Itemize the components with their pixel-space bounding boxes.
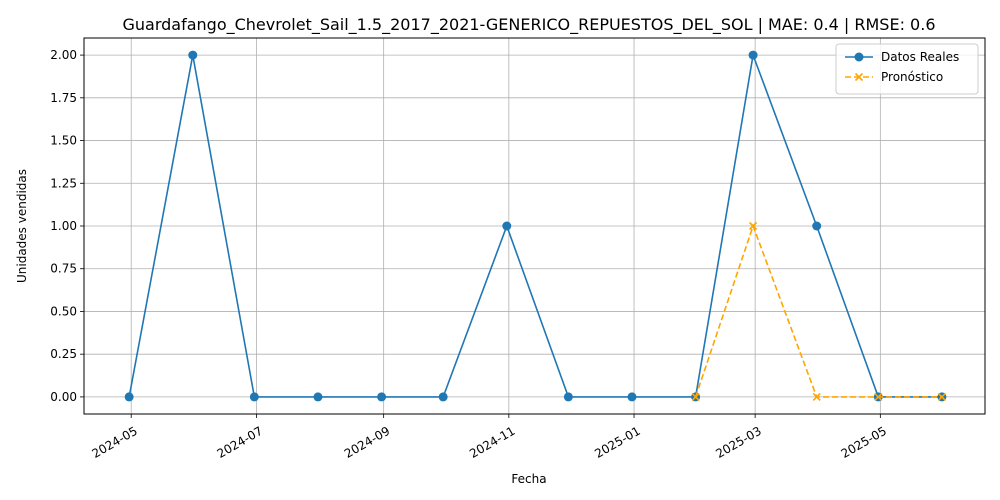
legend-marker-1 xyxy=(854,52,864,62)
y-tick-label: 0.25 xyxy=(50,347,77,361)
y-tick-label: 0.75 xyxy=(50,262,77,276)
x-tick-label: 2024-09 xyxy=(342,424,392,461)
marker-stroke xyxy=(854,72,864,82)
series-line-1 xyxy=(128,52,942,398)
series-layer xyxy=(124,50,947,402)
forecast-point-marker xyxy=(749,221,758,231)
x-tick-label: 2025-03 xyxy=(713,424,763,461)
x-tick-label: 2024-07 xyxy=(215,424,265,461)
y-tick-label: 0.50 xyxy=(50,304,77,318)
x-tick-label: 2025-05 xyxy=(839,424,889,461)
y-tick-label: 1.75 xyxy=(50,91,77,105)
data-point-marker xyxy=(249,392,259,402)
x-tick-label: 2025-01 xyxy=(592,424,642,461)
marker-stroke xyxy=(874,392,883,401)
y-tick-label: 0.00 xyxy=(50,390,77,404)
marker-stroke xyxy=(691,392,700,401)
legend-label-1: Datos Reales xyxy=(881,50,959,64)
data-point-marker xyxy=(563,392,573,402)
y-tick-label: 2.00 xyxy=(50,48,77,62)
y-tick-label: 1.00 xyxy=(50,219,77,233)
y-tick-label: 1.50 xyxy=(50,134,77,148)
marker-stroke xyxy=(749,221,758,231)
data-point-marker xyxy=(124,392,134,402)
legend: Datos Reales Pronóstico xyxy=(835,43,979,95)
forecast-point-marker xyxy=(691,392,700,401)
forecast-point-marker xyxy=(937,392,946,401)
forecast-point-marker xyxy=(812,392,821,401)
data-point-marker xyxy=(627,392,637,402)
data-point-marker xyxy=(502,221,512,231)
legend-label-2: Pronóstico xyxy=(881,70,943,84)
marker-stroke xyxy=(937,392,946,401)
y-axis-title: Unidades vendidas xyxy=(15,169,29,283)
x-axis-title: Fecha xyxy=(511,472,546,486)
marker-stroke xyxy=(812,392,821,401)
data-point-marker xyxy=(748,50,758,60)
x-tick-label: 2024-05 xyxy=(89,424,139,461)
forecast-point-marker xyxy=(874,392,883,401)
data-point-marker xyxy=(377,392,387,402)
data-point-marker xyxy=(812,221,822,231)
data-point-marker xyxy=(313,392,323,402)
data-point-marker xyxy=(188,50,198,60)
data-point-marker xyxy=(438,392,448,402)
chart-title: Guardafango_Chevrolet_Sail_1.5_2017_2021… xyxy=(122,15,935,35)
legend-marker-2 xyxy=(854,72,864,82)
y-tick-label: 1.25 xyxy=(50,176,77,190)
x-tick-label: 2024-11 xyxy=(467,424,517,461)
